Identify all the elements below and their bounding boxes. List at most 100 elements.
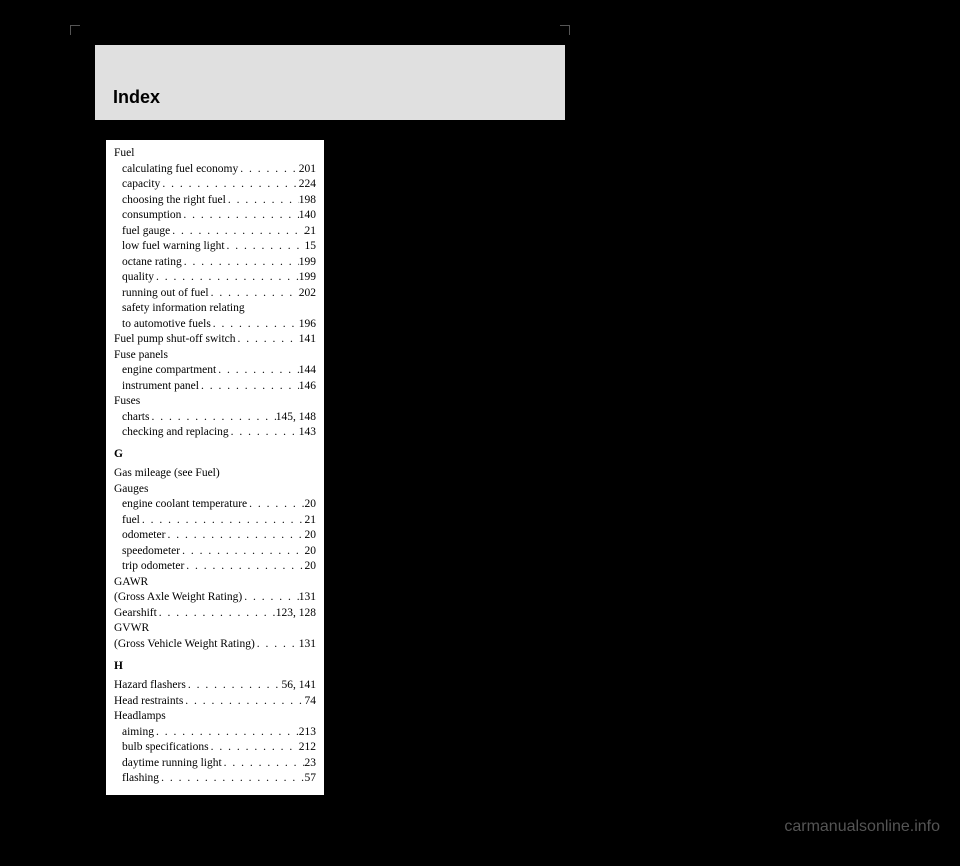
index-entry-page: 144 <box>299 363 316 379</box>
index-entry-page: 199 <box>299 270 316 286</box>
index-entry-page: 21 <box>305 224 317 240</box>
index-group-head: Gauges <box>114 482 316 498</box>
index-entry-page: 196 <box>299 317 316 333</box>
index-entry-label: octane rating <box>122 255 182 271</box>
index-entry-page: 123, 128 <box>276 606 316 622</box>
index-entry: speedometer 20 <box>114 544 316 560</box>
index-group-head: Fuses <box>114 394 316 410</box>
dot-leader <box>140 513 305 529</box>
index-entry: daytime running light23 <box>114 756 316 772</box>
index-entry-page: 212 <box>299 740 316 756</box>
dot-leader <box>160 177 298 193</box>
index-entry-page: 202 <box>299 286 316 302</box>
index-entry: charts145, 148 <box>114 410 316 426</box>
index-entry-label: fuel gauge <box>122 224 170 240</box>
index-entry-page: 145, 148 <box>276 410 316 426</box>
dot-leader <box>229 425 299 441</box>
index-entry-label: Gas mileage (see Fuel) <box>114 466 220 482</box>
index-entry-label: (Gross Axle Weight Rating) <box>114 590 242 606</box>
dot-leader <box>199 379 299 395</box>
index-entry: bulb specifications212 <box>114 740 316 756</box>
index-entry-label: calculating fuel economy <box>122 162 238 178</box>
index-entry: checking and replacing143 <box>114 425 316 441</box>
index-entry-page: 74 <box>305 694 317 710</box>
index-entry-label: GAWR <box>114 575 148 591</box>
index-entry: safety information relating <box>114 301 316 317</box>
index-entry-page: 20 <box>305 544 317 560</box>
dot-leader <box>149 410 275 426</box>
crop-mark <box>560 25 570 35</box>
index-entry: Fuel pump shut-off switch 141 <box>114 332 316 348</box>
index-entry-label: Gauges <box>114 482 149 498</box>
dot-leader <box>222 756 305 772</box>
index-entry-page: 201 <box>299 162 316 178</box>
crop-mark <box>70 25 80 35</box>
index-entry-page: 146 <box>299 379 316 395</box>
dot-leader <box>154 270 299 286</box>
dot-leader <box>242 590 299 606</box>
index-entry-page: 213 <box>299 725 316 741</box>
index-entry-label: engine compartment <box>122 363 216 379</box>
index-entry: consumption140 <box>114 208 316 224</box>
index-entry-page: 143 <box>299 425 316 441</box>
index-group-head: Fuel <box>114 146 316 162</box>
index-entry-label: to automotive fuels <box>122 317 211 333</box>
dot-leader <box>181 208 298 224</box>
index-entry-label: GVWR <box>114 621 149 637</box>
index-entry: low fuel warning light 15 <box>114 239 316 255</box>
dot-leader <box>154 725 299 741</box>
index-entry: aiming 213 <box>114 725 316 741</box>
index-entry: quality 199 <box>114 270 316 286</box>
index-entry-label: Fuel pump shut-off switch <box>114 332 236 348</box>
index-entry: fuel 21 <box>114 513 316 529</box>
dot-leader <box>183 694 304 710</box>
index-entry-label: capacity <box>122 177 160 193</box>
index-entry: odometer20 <box>114 528 316 544</box>
dot-leader <box>236 332 299 348</box>
dot-leader <box>247 497 304 513</box>
index-entry-label: running out of fuel <box>122 286 209 302</box>
index-entry-label: Fuses <box>114 394 140 410</box>
index-entry-label: Head restraints <box>114 694 183 710</box>
index-entry: trip odometer20 <box>114 559 316 575</box>
index-entry-label: trip odometer <box>122 559 184 575</box>
index-entry: fuel gauge 21 <box>114 224 316 240</box>
index-column: Fuelcalculating fuel economy 201 capacity 2… <box>106 140 324 795</box>
index-entry-label: aiming <box>122 725 154 741</box>
index-entry: engine coolant temperature20 <box>114 497 316 513</box>
index-entry-page: 15 <box>305 239 317 255</box>
dot-leader <box>211 317 299 333</box>
index-entry-label: Gearshift <box>114 606 157 622</box>
page-title: Index <box>113 87 160 108</box>
index-entry-label: Fuse panels <box>114 348 168 364</box>
index-entry-label: fuel <box>122 513 140 529</box>
index-entry-label: odometer <box>122 528 165 544</box>
dot-leader <box>170 224 304 240</box>
index-entry: Hazard flashers56, 141 <box>114 678 316 694</box>
index-entry: (Gross Axle Weight Rating) 131 <box>114 590 316 606</box>
index-entry-page: 23 <box>305 756 317 772</box>
watermark-text: carmanualsonline.info <box>784 818 940 836</box>
index-entry-page: 198 <box>299 193 316 209</box>
index-entry-page: 131 <box>299 590 316 606</box>
index-entry-label: low fuel warning light <box>122 239 225 255</box>
index-entry-label: speedometer <box>122 544 180 560</box>
index-group-head: GVWR <box>114 621 316 637</box>
dot-leader <box>186 678 282 694</box>
index-entry-label: flashing <box>122 771 159 787</box>
index-entry-page: 57 <box>305 771 317 787</box>
index-entry-label: choosing the right fuel <box>122 193 226 209</box>
index-entry-page: 131 <box>299 637 316 653</box>
index-entry: Gearshift 123, 128 <box>114 606 316 622</box>
index-entry: flashing 57 <box>114 771 316 787</box>
index-entry-label: (Gross Vehicle Weight Rating) <box>114 637 255 653</box>
dot-leader <box>209 286 299 302</box>
index-entry-page: 21 <box>305 513 317 529</box>
index-entry-page: 141 <box>299 332 316 348</box>
dot-leader <box>184 559 304 575</box>
section-letter: G <box>114 447 316 463</box>
dot-leader <box>182 255 299 271</box>
index-entry: to automotive fuels 196 <box>114 317 316 333</box>
index-entry-label: quality <box>122 270 154 286</box>
dot-leader <box>165 528 304 544</box>
